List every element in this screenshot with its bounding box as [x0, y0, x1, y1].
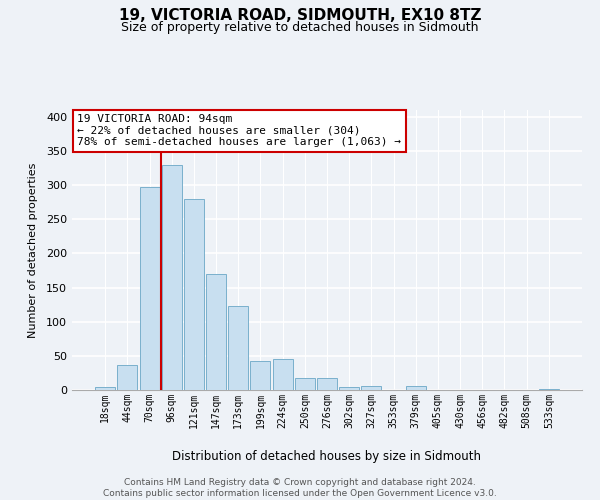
Bar	[317, 378, 337, 390]
Text: 19, VICTORIA ROAD, SIDMOUTH, EX10 8TZ: 19, VICTORIA ROAD, SIDMOUTH, EX10 8TZ	[119, 8, 481, 22]
Bar	[95, 388, 115, 390]
Bar	[228, 306, 248, 390]
Bar	[295, 378, 315, 390]
Bar	[250, 362, 271, 390]
Bar	[162, 164, 182, 390]
Y-axis label: Number of detached properties: Number of detached properties	[28, 162, 38, 338]
Text: Distribution of detached houses by size in Sidmouth: Distribution of detached houses by size …	[173, 450, 482, 463]
Bar	[539, 388, 559, 390]
Bar	[184, 199, 204, 390]
Bar	[406, 386, 426, 390]
Bar	[140, 187, 160, 390]
Bar	[118, 364, 137, 390]
Bar	[272, 358, 293, 390]
Text: Size of property relative to detached houses in Sidmouth: Size of property relative to detached ho…	[121, 21, 479, 34]
Bar	[361, 386, 382, 390]
Text: Contains HM Land Registry data © Crown copyright and database right 2024.
Contai: Contains HM Land Registry data © Crown c…	[103, 478, 497, 498]
Bar	[206, 274, 226, 390]
Bar	[339, 386, 359, 390]
Text: 19 VICTORIA ROAD: 94sqm
← 22% of detached houses are smaller (304)
78% of semi-d: 19 VICTORIA ROAD: 94sqm ← 22% of detache…	[77, 114, 401, 148]
